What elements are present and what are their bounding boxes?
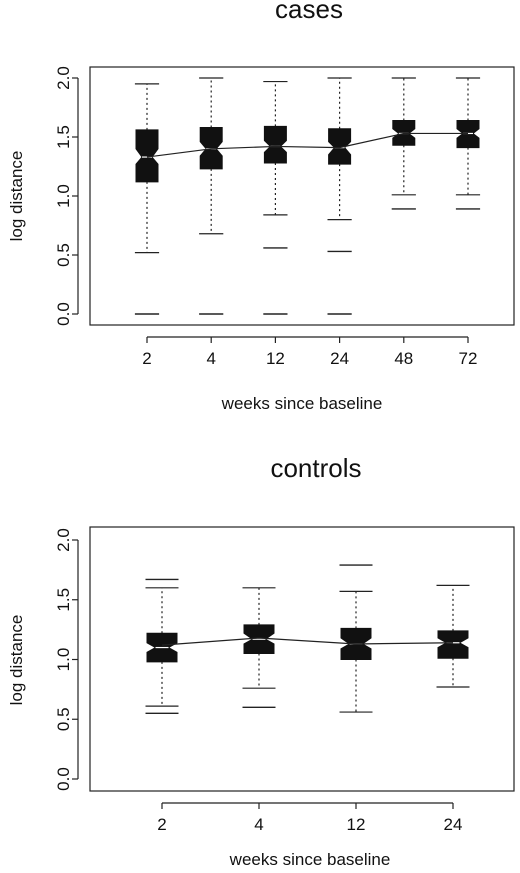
x-tick-label: 4 bbox=[254, 815, 263, 834]
y-tick-label: 1.0 bbox=[54, 648, 73, 672]
x-tick-label: 12 bbox=[347, 815, 366, 834]
box-24 bbox=[327, 77, 352, 315]
box-2 bbox=[145, 578, 179, 714]
y-tick-label: 1.0 bbox=[54, 184, 73, 208]
box-12 bbox=[339, 564, 373, 713]
box-24 bbox=[436, 584, 470, 688]
plot-frame bbox=[89, 66, 515, 326]
plot-frame bbox=[89, 526, 515, 792]
box-72 bbox=[455, 77, 481, 210]
y-tick-label: 1.5 bbox=[54, 125, 73, 149]
notched-box bbox=[135, 129, 159, 183]
x-tick-label: 2 bbox=[157, 815, 166, 834]
chart-controls: controls log distance weeks since baseli… bbox=[7, 453, 515, 869]
box-4 bbox=[242, 587, 276, 708]
x-tick-label: 24 bbox=[444, 815, 463, 834]
y-tick-label: 0.0 bbox=[54, 302, 73, 326]
box-2 bbox=[134, 83, 160, 315]
chart-title: controls bbox=[270, 453, 361, 483]
y-tick-label: 2.0 bbox=[54, 66, 73, 90]
y-tick-label: 0.5 bbox=[54, 707, 73, 731]
notched-box bbox=[263, 125, 287, 164]
x-tick-label: 72 bbox=[459, 349, 478, 368]
x-tick-label: 2 bbox=[142, 349, 151, 368]
x-axis-label: weeks since baseline bbox=[221, 394, 383, 413]
y-tick-label: 0.5 bbox=[54, 243, 73, 267]
trend-line bbox=[146, 132, 468, 158]
x-axis-label: weeks since baseline bbox=[229, 850, 391, 869]
box-48 bbox=[391, 77, 416, 210]
notched-box bbox=[437, 630, 469, 659]
box-12 bbox=[263, 80, 288, 315]
chart-title: cases bbox=[275, 0, 343, 24]
y-axis-label: log distance bbox=[7, 151, 26, 242]
y-axis-label: log distance bbox=[7, 615, 26, 706]
chart-cases: cases log distance weeks since baseline … bbox=[7, 0, 515, 413]
x-tick-label: 24 bbox=[330, 349, 349, 368]
notched-box bbox=[328, 128, 352, 165]
trend-line bbox=[161, 637, 454, 646]
y-tick-label: 1.5 bbox=[54, 588, 73, 612]
x-tick-label: 48 bbox=[394, 349, 413, 368]
box-4 bbox=[199, 77, 224, 315]
y-tick-label: 0.0 bbox=[54, 767, 73, 791]
x-tick-label: 4 bbox=[206, 349, 215, 368]
y-tick-label: 2.0 bbox=[54, 528, 73, 552]
x-tick-label: 12 bbox=[266, 349, 285, 368]
